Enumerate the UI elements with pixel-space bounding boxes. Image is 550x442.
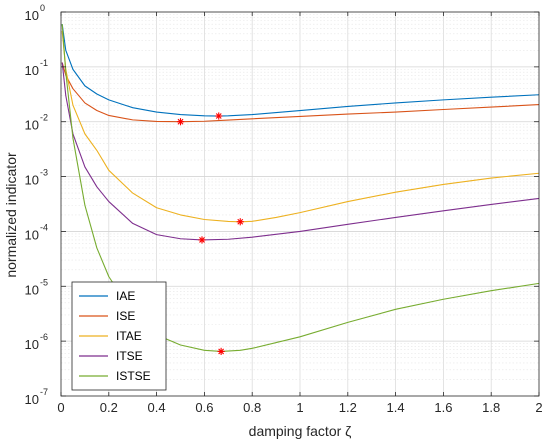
series-line-iae [61, 24, 540, 117]
legend-label: ITAE [116, 329, 142, 343]
y-tick-exponent: -6 [40, 332, 48, 342]
y-tick-exponent: -1 [40, 58, 48, 68]
y-tick-exponent: -4 [40, 222, 48, 232]
y-tick-label: 10 [25, 282, 39, 297]
x-tick-label: 0.2 [100, 400, 118, 415]
legend-item-ise: ISE [79, 309, 135, 323]
optimum-marker-itse [198, 236, 206, 244]
legend-label: ITSE [116, 349, 143, 363]
legend-item-istse: ISTSE [79, 369, 151, 383]
x-tick-label: 1.2 [339, 400, 357, 415]
x-axis-label: damping factor ζ [249, 423, 352, 439]
x-tick-label: 0.6 [195, 400, 213, 415]
y-tick-label: 10 [25, 118, 39, 133]
legend-item-itae: ITAE [79, 329, 142, 343]
series-line-ise [61, 62, 540, 123]
legend: IAE ISE ITAE ITSE ISTSE [71, 281, 167, 391]
y-tick-exponent: -2 [40, 113, 48, 123]
series-group [61, 24, 540, 352]
x-tick-label: 0 [57, 400, 64, 415]
x-tick-label: 1.8 [482, 400, 500, 415]
y-tick-label: 10 [25, 227, 39, 242]
x-tick-label: 2 [535, 400, 542, 415]
y-axis-label: normalized indicator [3, 152, 19, 278]
series-line-istse [61, 24, 540, 352]
y-tick-label: 10 [25, 392, 39, 407]
x-tick-label: 1.4 [387, 400, 405, 415]
legend-item-iae: IAE [79, 289, 135, 303]
legend-item-itse: ITSE [79, 349, 143, 363]
x-tick-labels: 0 0.2 0.4 0.6 0.8 1 1.2 1.4 1.6 1.8 2 [57, 400, 542, 415]
optimum-marker-itae [236, 218, 244, 226]
legend-label: ISTSE [116, 369, 151, 383]
y-tick-exponent: -3 [40, 168, 48, 178]
y-tick-label: 10 [25, 63, 39, 78]
x-tick-label: 0.8 [243, 400, 261, 415]
optimum-marker-iae [215, 112, 223, 120]
y-tick-label: 10 [25, 337, 39, 352]
grid [61, 12, 539, 396]
x-tick-label: 1 [296, 400, 303, 415]
y-tick-label: 10 [25, 173, 39, 188]
y-tick-exponent: -5 [40, 277, 48, 287]
optimum-marker-ise [176, 118, 185, 126]
x-tick-label: 1.6 [434, 400, 452, 415]
series-line-itae [61, 30, 540, 223]
x-tick-label: 0.4 [148, 400, 166, 415]
optimum-markers [176, 112, 244, 356]
axes [60, 11, 540, 397]
optimum-marker-istse [217, 347, 225, 356]
y-tick-label: 10 [25, 8, 39, 23]
legend-label: IAE [116, 289, 135, 303]
series-line-itse [61, 62, 540, 241]
y-tick-exponent: 0 [40, 3, 45, 13]
y-tick-exponent: -7 [40, 387, 48, 397]
legend-label: ISE [116, 309, 135, 323]
